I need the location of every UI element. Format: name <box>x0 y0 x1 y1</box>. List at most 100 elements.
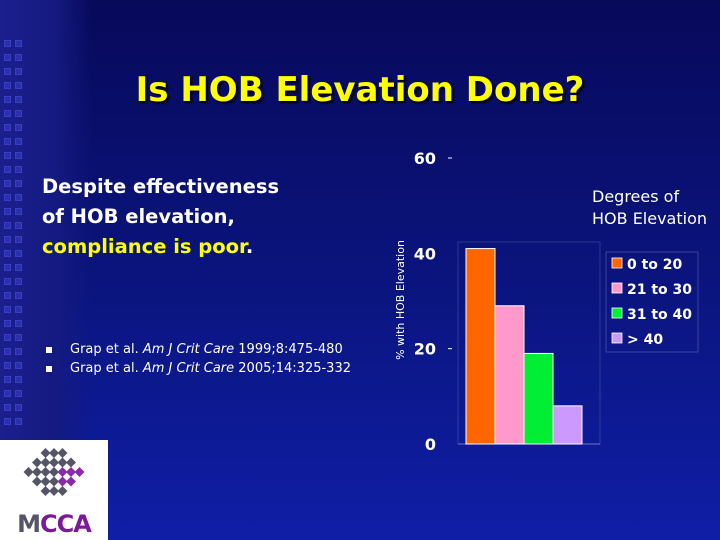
logo-square <box>40 476 51 487</box>
logo-square <box>40 457 51 468</box>
decorative-square <box>4 278 11 285</box>
decorative-square <box>4 222 11 229</box>
decorative-square <box>15 166 22 173</box>
decorative-square <box>15 264 22 271</box>
decorative-square <box>4 40 11 47</box>
reference-authors: Grap et al. <box>70 361 143 376</box>
decorative-square <box>15 68 22 75</box>
reference-citation: 2005;14:325-332 <box>234 361 351 376</box>
decorative-square <box>4 110 11 117</box>
legend-swatch <box>611 257 623 269</box>
decorative-square <box>4 82 11 89</box>
decorative-square <box>4 418 11 425</box>
logo-square <box>66 467 76 477</box>
body-line-1: Despite effectiveness <box>42 175 280 198</box>
decorative-square <box>15 40 22 47</box>
bullet-icon <box>46 347 52 353</box>
logo-square <box>49 448 59 458</box>
logo-m: M <box>17 510 41 538</box>
reference-authors: Grap et al. <box>70 342 143 357</box>
slide-title: Is HOB Elevation Done? <box>135 70 585 110</box>
y-tick-label: 60 <box>414 149 436 168</box>
decorative-square <box>4 166 11 173</box>
decorative-square <box>15 110 22 117</box>
decorative-square <box>4 208 11 215</box>
decorative-square <box>4 152 11 159</box>
decorative-square <box>15 306 22 313</box>
logo-square <box>57 467 68 477</box>
legend-label: > 40 <box>627 332 663 348</box>
decorative-square <box>15 138 22 145</box>
logo-square <box>66 457 76 468</box>
logo-square <box>40 467 51 477</box>
decorative-square <box>15 222 22 229</box>
legend-title-line-2: HOB Elevation <box>592 209 707 228</box>
decorative-square <box>4 320 11 327</box>
legend-swatch <box>611 307 623 319</box>
reference-journal: Am J Crit Care <box>142 342 235 357</box>
decorative-square <box>15 194 22 201</box>
decorative-square <box>15 348 22 355</box>
decorative-square <box>4 236 11 243</box>
decorative-square <box>15 418 22 425</box>
bullet-icon <box>46 366 52 372</box>
y-tick-label: 40 <box>414 244 436 263</box>
decorative-square <box>15 82 22 89</box>
body-highlight: compliance is poor <box>42 235 246 258</box>
decorative-square <box>4 348 11 355</box>
logo-square <box>57 486 68 496</box>
y-axis: 0 20 40 60 <box>414 149 452 454</box>
logo-square <box>40 448 51 458</box>
decorative-square <box>15 362 22 369</box>
decorative-square <box>4 54 11 61</box>
logo-square <box>57 448 68 458</box>
decorative-square <box>4 180 11 187</box>
decorative-square <box>15 236 22 243</box>
logo-square <box>57 457 68 468</box>
decorative-square <box>4 194 11 201</box>
logo-wordmark: MCCA <box>0 510 108 538</box>
logo-cca: CCA <box>40 510 92 538</box>
logo-square <box>40 486 51 496</box>
decorative-square <box>15 390 22 397</box>
decorative-square <box>15 180 22 187</box>
decorative-square <box>15 124 22 131</box>
decorative-square <box>4 362 11 369</box>
legend-label: 0 to 20 <box>627 257 683 273</box>
bar-4 <box>552 405 583 445</box>
legend-title-line-1: Degrees of <box>592 187 679 206</box>
decorative-square <box>15 292 22 299</box>
legend-label: 31 to 40 <box>627 307 692 323</box>
bar-2 <box>494 305 525 445</box>
decorative-square <box>15 96 22 103</box>
bar-3 <box>523 352 554 445</box>
legend: 0 to 20 21 to 30 31 to 40 > 40 <box>611 257 692 348</box>
decorative-square <box>15 376 22 383</box>
reference-citation: 1999;8:475-480 <box>234 342 343 357</box>
decorative-square <box>15 320 22 327</box>
bar-1 <box>465 248 496 445</box>
decorative-square <box>4 390 11 397</box>
logo-square <box>74 467 85 477</box>
reference-item: Grap et al. Am J Crit Care 1999;8:475-48… <box>46 340 386 359</box>
y-tick-label: 20 <box>414 340 436 359</box>
decorative-square <box>4 376 11 383</box>
legend-label: 21 to 30 <box>627 282 692 298</box>
logo-diamond-icon <box>23 448 85 496</box>
decorative-square <box>4 68 11 75</box>
reference-journal: Am J Crit Care <box>142 361 235 376</box>
logo-square <box>49 457 59 468</box>
decorative-square <box>4 124 11 131</box>
logo-square <box>32 467 42 477</box>
legend-swatch <box>611 282 623 294</box>
decorative-square <box>15 208 22 215</box>
body-line-3: compliance is poor. <box>42 232 372 262</box>
decorative-square <box>15 404 22 411</box>
decorative-square <box>4 138 11 145</box>
legend-swatch <box>611 332 623 344</box>
y-axis-title: % with HOB Elevation <box>394 240 407 360</box>
logo-square <box>49 476 59 487</box>
bars <box>465 248 583 445</box>
